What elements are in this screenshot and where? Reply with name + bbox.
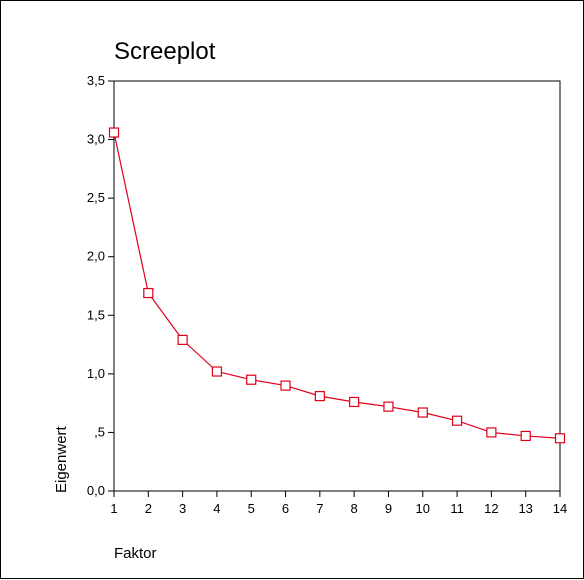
- data-point: [451, 415, 463, 426]
- x-tick-label: 10: [416, 501, 430, 516]
- y-tick-label: 1,0: [87, 366, 105, 381]
- x-tick-label: 13: [518, 501, 532, 516]
- data-point: [211, 366, 223, 377]
- data-point: [143, 287, 154, 299]
- x-tick-label: 9: [385, 501, 392, 516]
- plot-area: 0,0,51,01,52,02,53,03,51 2 3 4 5 6 7 8 9 10 11 12 13…: [87, 73, 567, 516]
- x-tick-label: 7: [316, 501, 323, 516]
- data-point: [383, 401, 394, 412]
- x-tick-label: 14: [553, 501, 567, 516]
- x-tick-label: 4: [213, 501, 220, 516]
- plot-border: [113, 80, 561, 492]
- y-tick-label: 1,5: [87, 307, 105, 322]
- x-tick-label: 6: [282, 501, 289, 516]
- data-point: [108, 127, 120, 138]
- x-tick-label: 5: [248, 501, 255, 516]
- data-point: [349, 396, 360, 408]
- x-tick-label: 12: [484, 501, 498, 516]
- data-point: [177, 334, 188, 345]
- data-point: [246, 374, 257, 385]
- x-tick-label: 1: [110, 501, 117, 516]
- y-tick-label: 0,0: [87, 483, 105, 498]
- data-point: [486, 427, 497, 438]
- y-tick-label: 2,5: [87, 190, 105, 205]
- x-tick-label: 8: [351, 501, 358, 516]
- x-tick-label: 3: [179, 501, 186, 516]
- data-point: [314, 391, 325, 402]
- x-tick-label: 2: [145, 501, 152, 516]
- y-tick-label: 2,0: [87, 249, 105, 264]
- y-axis-label: Eigenwert: [53, 425, 70, 493]
- data-point: [417, 407, 428, 418]
- x-axis-label: Faktor: [114, 545, 157, 562]
- y-tick-label: 3,0: [87, 132, 105, 147]
- data-point: [554, 433, 566, 444]
- chart-title: Screeplot: [114, 38, 216, 65]
- series-line: [113, 132, 561, 439]
- data-point: [520, 430, 531, 442]
- data-point: [280, 380, 291, 391]
- x-tick-label: 11: [450, 501, 464, 516]
- y-tick-label: 3,5: [87, 73, 105, 88]
- y-tick-label: ,5: [94, 424, 105, 439]
